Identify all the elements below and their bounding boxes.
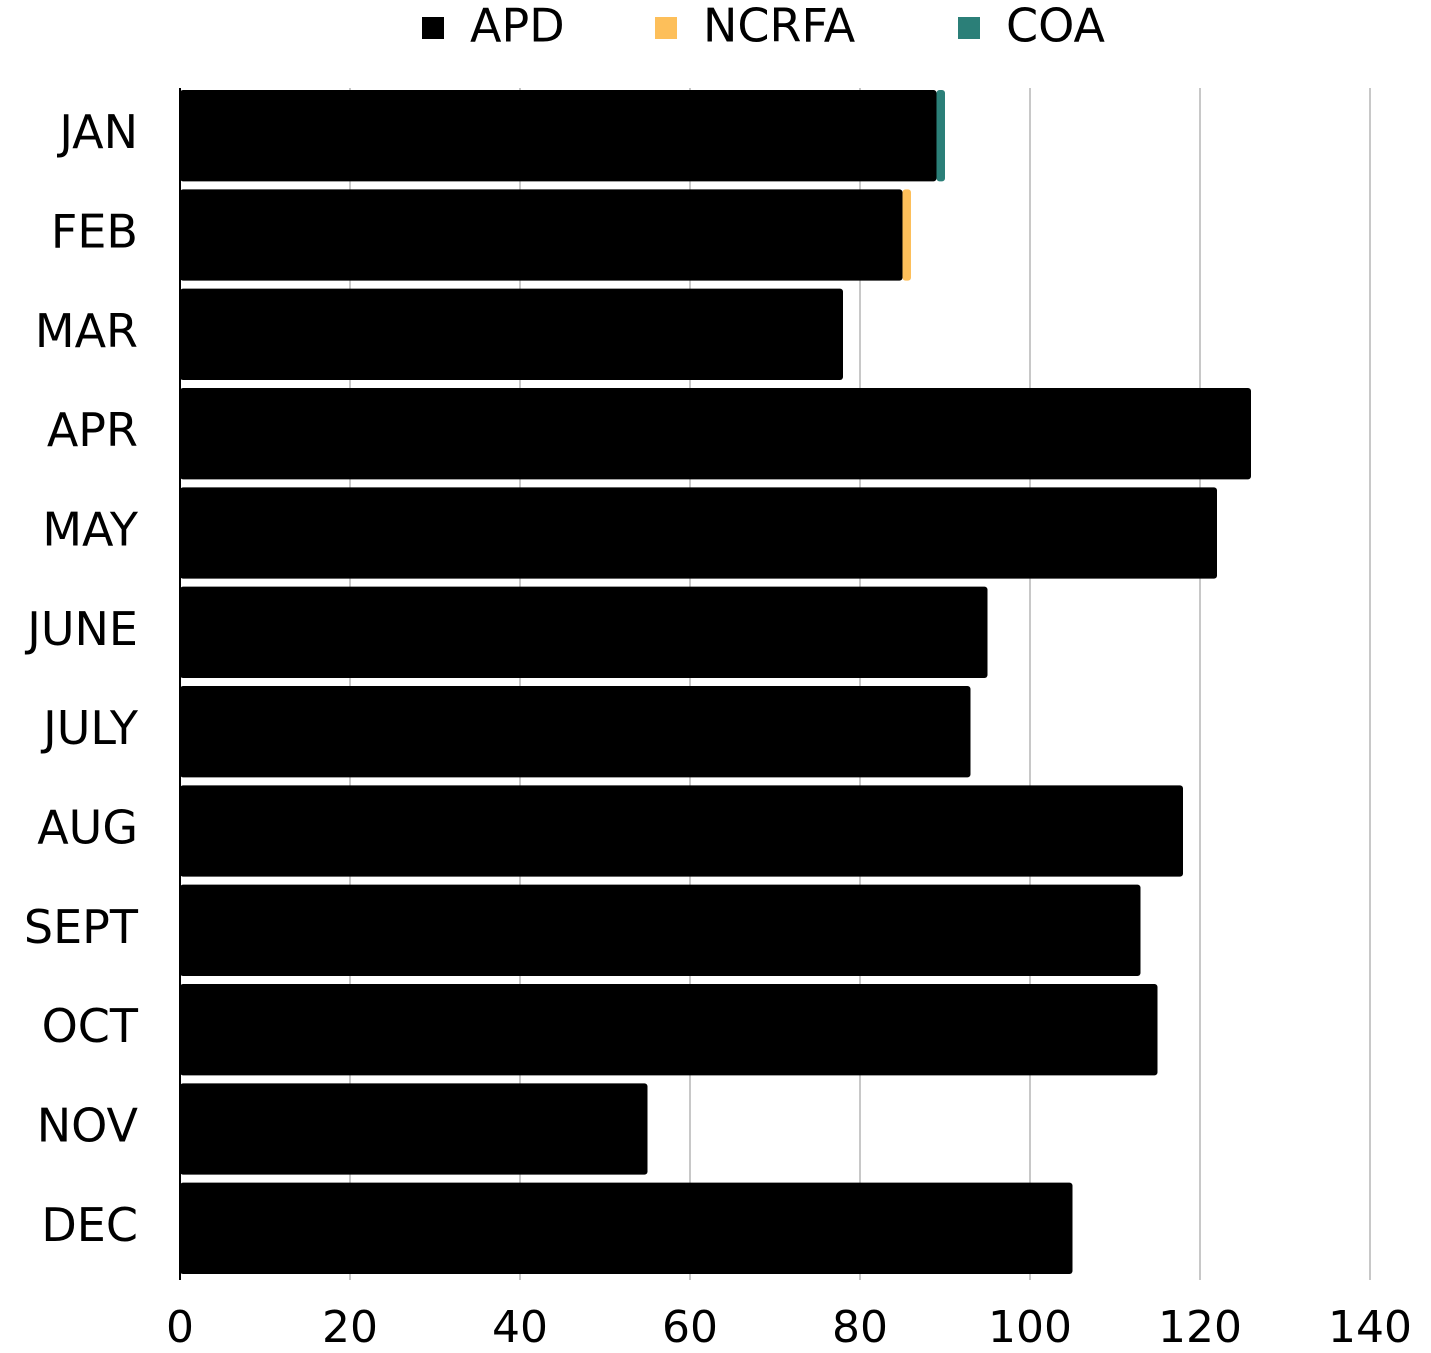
y-tick-label: JUNE — [24, 602, 138, 656]
y-tick-label: NOV — [37, 1099, 139, 1153]
y-tick-label: AUG — [37, 801, 138, 855]
bar — [180, 586, 988, 678]
y-tick-label: JAN — [56, 105, 138, 159]
y-tick-label: MAY — [42, 503, 139, 557]
legend-label: APD — [470, 0, 565, 53]
x-tick-label: 0 — [166, 1302, 194, 1353]
x-tick-label: 40 — [492, 1302, 548, 1353]
x-tick-label: 140 — [1328, 1302, 1412, 1353]
legend-label: NCRFA — [703, 0, 856, 53]
y-tick-label: OCT — [42, 999, 139, 1053]
y-tick-label: APR — [47, 403, 138, 457]
bar — [180, 388, 1251, 480]
x-tick-label: 60 — [662, 1302, 718, 1353]
bar — [180, 1182, 1073, 1274]
bar — [180, 785, 1183, 877]
legend-swatch — [422, 17, 444, 39]
bar — [180, 686, 971, 778]
bar — [180, 288, 843, 380]
bar — [180, 884, 1141, 976]
y-tick-label: SEPT — [24, 900, 139, 954]
bar — [180, 487, 1217, 579]
legend-swatch — [655, 17, 677, 39]
y-tick-label: DEC — [41, 1198, 138, 1252]
bar — [936, 90, 945, 182]
bar — [180, 1083, 648, 1175]
bar — [180, 90, 937, 182]
legend-label: COA — [1006, 0, 1106, 53]
x-tick-label: 100 — [988, 1302, 1072, 1353]
x-tick-label: 120 — [1158, 1302, 1242, 1353]
y-tick-label: FEB — [51, 205, 138, 259]
y-tick-label: JULY — [40, 701, 139, 755]
x-tick-label: 20 — [322, 1302, 378, 1353]
bar — [902, 189, 911, 281]
bar — [180, 984, 1158, 1076]
x-tick-label: 80 — [832, 1302, 888, 1353]
bar — [180, 189, 903, 281]
legend-swatch — [958, 17, 980, 39]
y-tick-label: MAR — [35, 304, 138, 358]
